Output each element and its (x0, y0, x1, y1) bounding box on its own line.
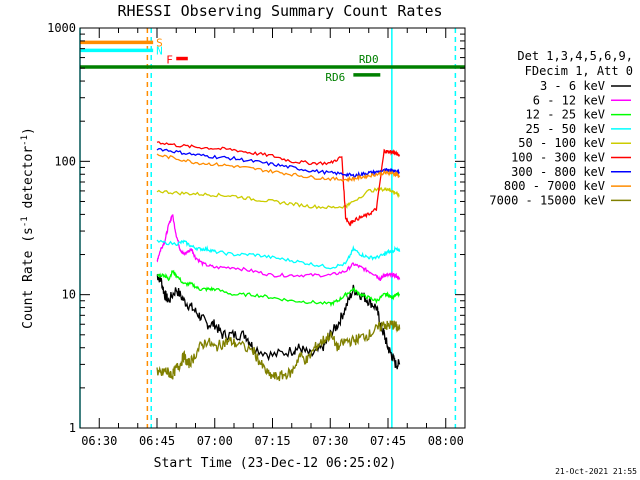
y-tick-label: 100 (54, 154, 76, 168)
instrument-status-bars: SNF RD0 RD6 (80, 36, 465, 84)
legend-header-line-2: FDecim 1, Att 0 (525, 64, 633, 78)
status-bar-label: F (166, 54, 173, 67)
legend-label: 25 - 50 keV (526, 122, 605, 136)
x-tick-label: 07:45 (370, 434, 406, 448)
x-axis-label: Start Time (23-Dec-12 06:25:02) (154, 456, 397, 471)
series-line (156, 214, 401, 282)
x-tick-label: 07:15 (254, 434, 290, 448)
footer-date: 21-Oct-2021 21:55 (555, 467, 637, 476)
series-group (156, 141, 401, 382)
legend-label: 100 - 300 keV (511, 151, 605, 165)
instrument-state-vlines (79, 28, 457, 428)
series-line (156, 147, 400, 178)
plot-frame (79, 27, 466, 429)
legend-label: 800 - 7000 keV (504, 179, 605, 193)
series-line (156, 320, 401, 382)
x-tick-label: 06:45 (139, 434, 175, 448)
y-axis-label: Count Rate (s-1 detector-1) (20, 127, 36, 329)
x-tick-label: 08:00 (428, 434, 464, 448)
x-axis: 06:30 06:45 07:00 07:15 07:30 07:45 08:00 (79, 28, 466, 448)
legend: Det 1,3,4,5,6,9, FDecim 1, Att 0 3 - 6 k… (489, 49, 633, 207)
legend-label: 300 - 800 keV (511, 165, 605, 179)
series-line (156, 239, 401, 270)
x-tick-label: 06:30 (81, 434, 117, 448)
legend-header-line-1: Det 1,3,4,5,6,9, (517, 49, 633, 63)
x-tick-label: 07:00 (197, 434, 233, 448)
legend-label: 50 - 100 keV (518, 136, 605, 150)
legend-label: 12 - 25 keV (526, 108, 605, 122)
y-axis: 1 10 100 1000 (47, 21, 465, 435)
plot-area: SNF RD0 RD6 (79, 28, 465, 428)
series-line (156, 141, 401, 227)
legend-label: 6 - 12 keV (533, 93, 605, 107)
status-bar-label: RD6 (325, 71, 345, 84)
legend-label: 3 - 6 keV (540, 79, 605, 93)
status-bar-label: N (156, 44, 163, 57)
y-tick-label: 1 (69, 421, 76, 435)
series-line (156, 153, 401, 183)
y-tick-label: 10 (62, 288, 76, 302)
legend-label: 7000 - 15000 keV (489, 193, 605, 207)
y-tick-label: 1000 (47, 21, 76, 35)
x-tick-label: 07:30 (312, 434, 348, 448)
status-bar-label: RD0 (359, 53, 379, 66)
series-line (156, 269, 400, 308)
series-line (156, 186, 400, 210)
chart-title: RHESSI Observing Summary Count Rates (117, 2, 442, 20)
status-bar-label: S (156, 36, 163, 49)
